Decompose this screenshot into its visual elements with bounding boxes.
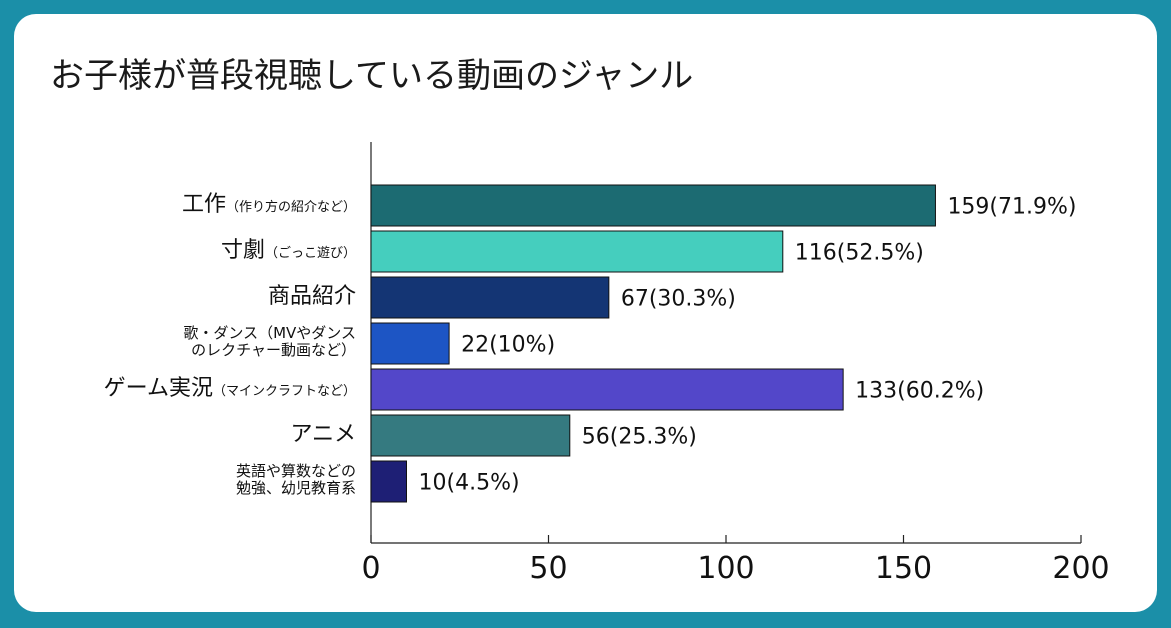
category-label-sub: （マインクラフトなど） [212, 383, 356, 399]
data-label: 133(60.2%) [855, 379, 984, 404]
category-label: 歌・ダンス（MVやダンス のレクチャー動画など） [183, 323, 356, 360]
category-label-sub: （作り方の紹介など） [225, 199, 356, 215]
category-label-main: 工作 [181, 191, 226, 217]
data-label: 159(71.9%) [947, 195, 1076, 220]
category-label: 商品紹介 [268, 284, 356, 309]
x-tick-label: 100 [697, 551, 754, 586]
data-label: 10(4.5%) [419, 471, 520, 496]
chart-title: お子様が普段視聴している動画のジャンル [50, 56, 694, 96]
category-label-line: 歌・ダンス（MVやダンス [183, 323, 356, 342]
category-label-main: 商品紹介 [267, 283, 356, 309]
data-label: 56(25.3%) [582, 425, 697, 450]
bar [370, 368, 844, 411]
bar [370, 460, 407, 503]
category-label: 英語や算数などの 勉強、幼児教育系 [235, 461, 356, 498]
x-tick-label: 0 [361, 551, 380, 586]
category-label-line: 勉強、幼児教育系 [235, 478, 356, 497]
category-label: 寸劇（ごっこ遊び） [221, 238, 356, 263]
category-label-sub: （ごっこ遊び） [264, 245, 356, 261]
category-label: ゲーム実況（マインクラフトなど） [104, 376, 356, 401]
bar [370, 184, 936, 227]
bar [370, 230, 784, 273]
x-tick-label: 150 [875, 551, 932, 586]
bar [370, 322, 450, 365]
data-label: 67(30.3%) [621, 287, 736, 312]
x-tick-label: 200 [1052, 551, 1109, 586]
x-tick-label: 50 [529, 551, 567, 586]
category-label: 工作（作り方の紹介など） [182, 192, 356, 217]
category-label-main: ゲーム実況 [103, 375, 213, 401]
data-label: 22(10%) [461, 333, 555, 358]
data-label: 116(52.5%) [795, 241, 924, 266]
bar [370, 414, 571, 457]
category-label-main: アニメ [290, 421, 356, 447]
category-label: アニメ [290, 422, 356, 447]
category-label-line: 英語や算数などの [235, 461, 356, 480]
bar [370, 276, 610, 319]
category-label-main: 寸劇 [220, 237, 265, 263]
category-label-line: のレクチャー動画など） [191, 340, 356, 359]
